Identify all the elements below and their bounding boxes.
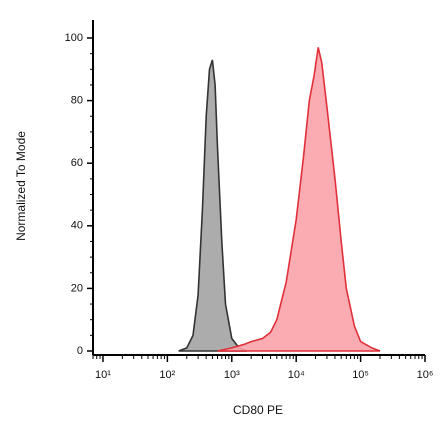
y-tick-label: 100: [65, 32, 83, 44]
x-axis-label: CD80 PE: [233, 403, 283, 417]
y-tick-label: 0: [77, 345, 83, 357]
x-tick-label: 10³: [224, 369, 240, 381]
x-tick-label: 10⁶: [417, 369, 434, 381]
x-tick-label: 10⁵: [352, 369, 369, 381]
y-tick-label: 20: [71, 282, 83, 294]
y-tick-label: 80: [71, 95, 83, 107]
y-axis-label: Normalized To Mode: [14, 131, 28, 241]
x-tick-label: 10⁴: [288, 369, 305, 381]
y-tick-label: 40: [71, 220, 83, 232]
histogram-area: [178, 59, 247, 352]
y-tick-label: 60: [71, 157, 83, 169]
x-tick-label: 10²: [159, 369, 175, 381]
x-tick-label: 10¹: [95, 369, 111, 381]
histogram-area: [217, 47, 381, 352]
